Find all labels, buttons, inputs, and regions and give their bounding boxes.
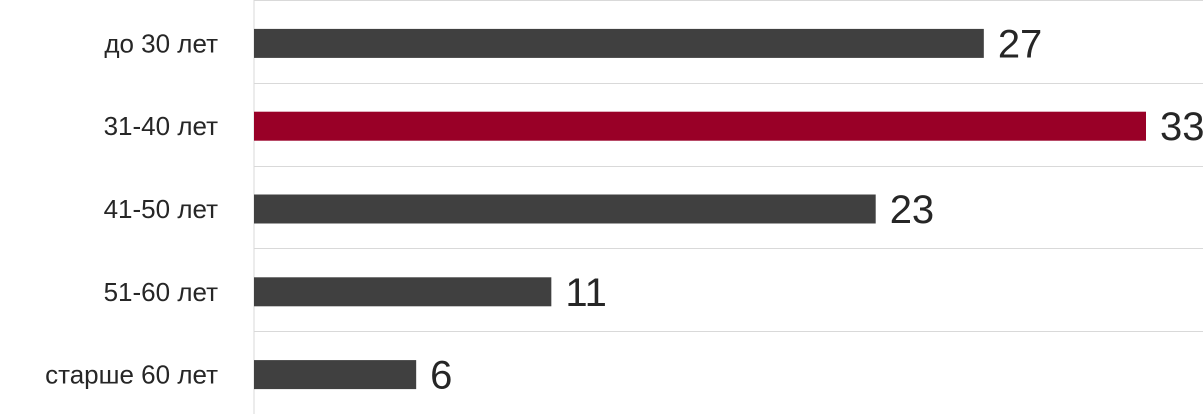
bar <box>254 28 984 58</box>
bar <box>254 111 1146 141</box>
category-label: 31-40 лет <box>104 111 218 141</box>
data-labels: 27 33 23 11 6 <box>430 22 1203 397</box>
category-label: 51-60 лет <box>104 277 218 307</box>
data-label: 6 <box>430 354 452 398</box>
bars <box>254 28 1146 390</box>
category-label: до 30 лет <box>104 28 218 58</box>
data-label: 33 <box>1160 105 1203 149</box>
data-label: 11 <box>565 271 607 315</box>
bar <box>254 194 876 224</box>
category-labels: до 30 лет 31-40 лет 41-50 лет 51-60 лет стар… <box>45 28 218 389</box>
grid-lines <box>254 0 1203 332</box>
data-label: 27 <box>998 22 1042 66</box>
bar <box>254 277 552 307</box>
bar <box>254 360 417 390</box>
data-label: 23 <box>890 188 935 232</box>
category-label: 41-50 лет <box>104 194 218 224</box>
category-label: старше 60 лет <box>45 360 218 390</box>
